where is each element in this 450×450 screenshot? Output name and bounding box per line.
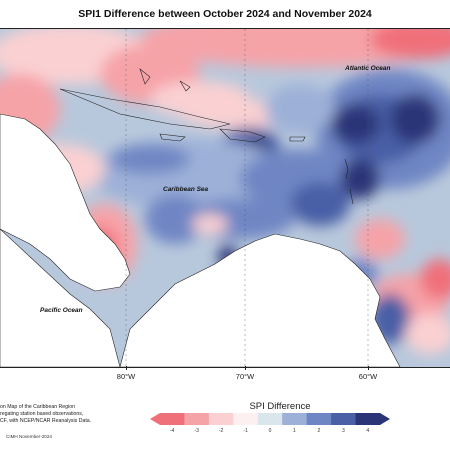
longitude-gridlines — [125, 29, 369, 367]
legend-colorbar — [150, 413, 390, 425]
map-canvas — [0, 29, 450, 367]
legend-swatch — [184, 413, 210, 425]
pacific-ocean-label: Pacific Ocean — [40, 307, 83, 314]
legend-tick-label: -4 — [169, 428, 175, 434]
anomaly-field — [0, 29, 450, 354]
landmass-islands — [59, 68, 354, 205]
legend-tip-low — [150, 413, 160, 425]
legend-swatch — [306, 413, 332, 425]
source-note-line1: on Map of the Caribbean Region — [0, 404, 75, 410]
legend-tick-label: 0 — [268, 428, 272, 434]
legend-title: SPI Difference — [249, 401, 311, 412]
lon-tick-80w — [126, 366, 127, 370]
source-note-line2: regating station based observations, — [0, 411, 84, 417]
lon-label-80w: 80°W — [116, 372, 136, 381]
copyright-note: CIMH November-2024 — [6, 434, 52, 439]
landmass-central-america — [0, 113, 131, 367]
legend-swatch — [355, 413, 381, 425]
legend-tick-label: -3 — [194, 428, 199, 434]
landmass-south-america — [119, 233, 401, 367]
legend-swatch — [331, 413, 357, 425]
lon-tick-70w — [245, 366, 246, 370]
source-note-line3: CF, with NCEP/NCAR Reanalysis Data. — [0, 418, 92, 424]
lon-label-70w: 70°W — [235, 372, 255, 381]
map-title: SPI1 Difference between October 2024 and… — [78, 8, 372, 20]
legend-tick-label: -1 — [243, 428, 248, 434]
legend-tick-label: 1 — [293, 428, 296, 434]
legend-tick-label: 2 — [317, 428, 321, 434]
legend-tick-label: -2 — [218, 428, 224, 434]
atlantic-ocean-label: Atlantic Ocean — [345, 65, 391, 72]
legend-tick-label: 4 — [366, 428, 370, 434]
legend-tick-label: 3 — [341, 428, 345, 434]
spi-difference-map: Atlantic Ocean Caribbean Sea Pacific Oce… — [0, 28, 450, 368]
legend-swatch — [257, 413, 283, 425]
legend-swatch — [208, 413, 234, 425]
legend-tip-high — [380, 413, 390, 425]
legend-swatch — [160, 413, 185, 425]
legend-swatch — [282, 413, 308, 425]
caribbean-sea-label: Caribbean Sea — [163, 186, 209, 193]
lon-label-60w: 60°W — [358, 372, 378, 381]
lon-tick-60w — [368, 366, 369, 370]
legend-swatch — [233, 413, 259, 425]
